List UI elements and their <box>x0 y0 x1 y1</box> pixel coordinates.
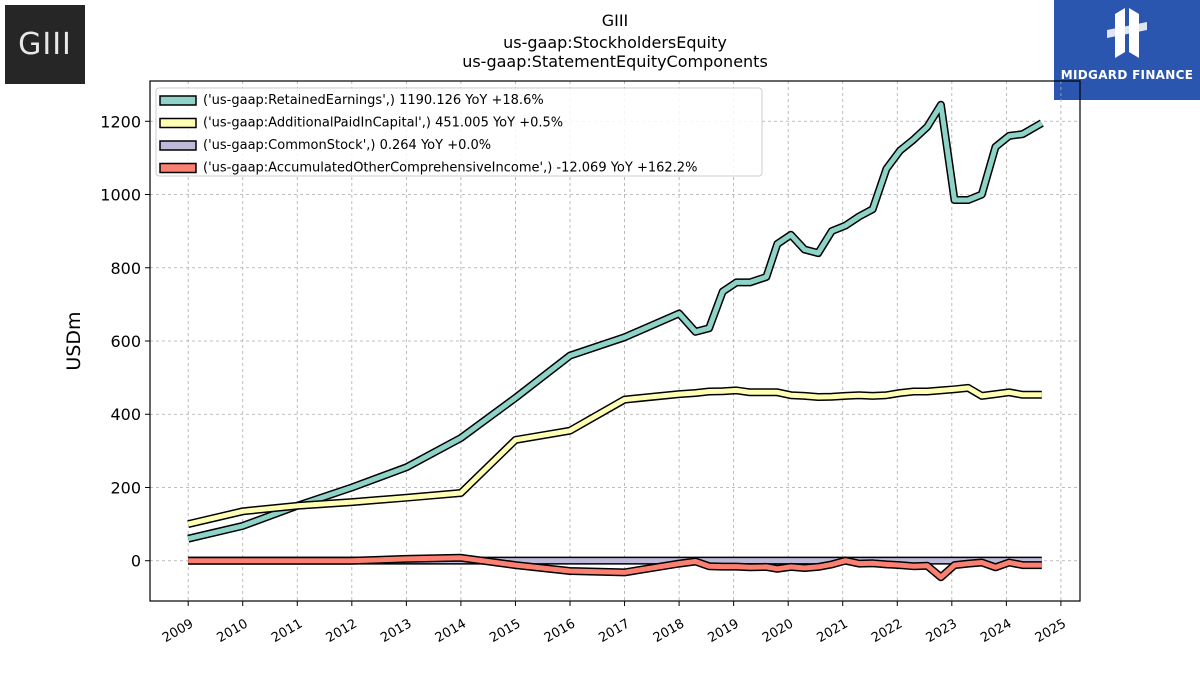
y-tick-label: 1000 <box>100 186 141 205</box>
y-tick-label: 400 <box>110 405 141 424</box>
x-tick-label: 2022 <box>869 616 905 646</box>
chart-title-line-1: GIII <box>601 11 629 30</box>
x-tick-label: 2020 <box>760 616 796 646</box>
y-tick-label: 200 <box>110 478 141 497</box>
x-tick-label: 2018 <box>651 616 687 646</box>
series-line-0 <box>187 102 1044 542</box>
x-tick-label: 2021 <box>815 616 851 646</box>
series-line-3 <box>188 555 1042 580</box>
midgard-finance-logo: MIDGARD FINANCE <box>1054 0 1200 100</box>
x-tick-label: 2016 <box>542 616 578 646</box>
y-tick-label: 1200 <box>100 112 141 131</box>
company-logo-text: GIII <box>18 27 72 62</box>
y-tick-label: 800 <box>110 259 141 278</box>
x-tick-label: 2011 <box>269 616 305 646</box>
x-tick-label: 2015 <box>487 616 523 646</box>
midgard-finance-name: MIDGARD FINANCE <box>1060 68 1194 82</box>
series-3 <box>188 553 1042 582</box>
midgard-emblem-icon <box>1107 8 1147 58</box>
x-tick-label: 2025 <box>1033 616 1069 646</box>
x-tick-label: 2012 <box>324 616 360 646</box>
y-tick-label: 0 <box>131 552 141 571</box>
legend-label-0: ('us-gaap:RetainedEarnings',) 1190.126 Y… <box>203 93 544 108</box>
legend: ('us-gaap:RetainedEarnings',) 1190.126 Y… <box>155 87 763 177</box>
x-tick-label: 2017 <box>596 616 632 646</box>
series-layer <box>187 100 1044 582</box>
series-0 <box>187 100 1044 543</box>
series-1 <box>187 383 1042 528</box>
y-tick-label: 600 <box>110 332 141 351</box>
legend-label-2: ('us-gaap:CommonStock',) 0.264 YoY +0.0% <box>203 138 491 153</box>
x-tick-label: 2024 <box>978 616 1014 646</box>
company-logo: GIII <box>5 5 85 84</box>
legend-swatch-0 <box>159 95 197 106</box>
chart-title-line-2: us-gaap:StockholdersEquity <box>503 33 727 52</box>
y-axis-label: USDm <box>63 311 85 370</box>
chart-title-line-3: us-gaap:StatementEquityComponents <box>462 52 768 71</box>
x-tick-label: 2013 <box>378 616 414 646</box>
series-line-1 <box>187 385 1042 527</box>
legend-swatch-2 <box>159 140 197 151</box>
x-tick-label: 2010 <box>215 616 251 646</box>
legend-swatch-3 <box>159 162 197 174</box>
x-tick-label: 2014 <box>433 616 469 646</box>
legend-label-3: ('us-gaap:AccumulatedOtherComprehensiveI… <box>203 161 697 176</box>
legend-label-1: ('us-gaap:AdditionalPaidInCapital',) 451… <box>203 116 563 131</box>
legend-box <box>155 87 763 177</box>
legend-swatch-1 <box>159 117 197 129</box>
x-tick-label: 2009 <box>160 616 196 646</box>
x-tick-label: 2019 <box>705 616 741 646</box>
x-tick-label: 2023 <box>924 616 960 646</box>
